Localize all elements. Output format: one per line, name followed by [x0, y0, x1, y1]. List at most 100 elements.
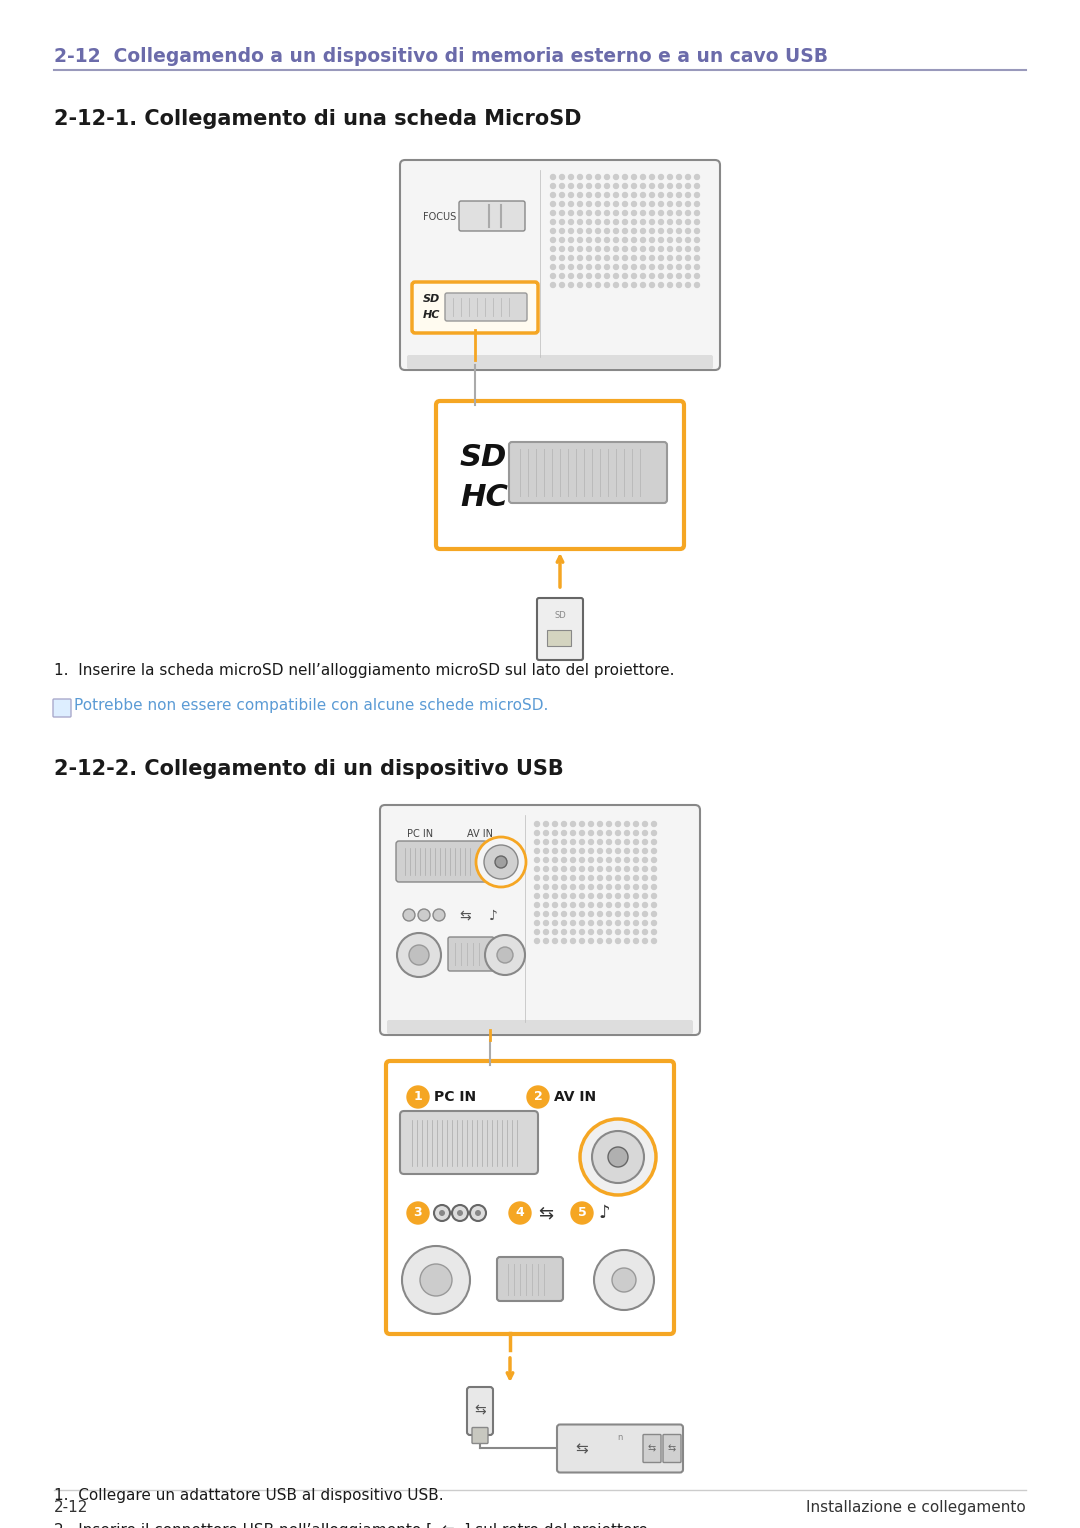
Circle shape — [686, 202, 690, 206]
Circle shape — [616, 822, 621, 827]
Circle shape — [570, 885, 576, 889]
Circle shape — [607, 866, 611, 871]
FancyBboxPatch shape — [557, 1424, 683, 1473]
FancyBboxPatch shape — [467, 1387, 492, 1435]
Circle shape — [578, 211, 582, 215]
Circle shape — [694, 283, 700, 287]
Circle shape — [659, 220, 663, 225]
FancyBboxPatch shape — [380, 805, 700, 1034]
Circle shape — [570, 929, 576, 935]
Circle shape — [559, 237, 565, 243]
Circle shape — [589, 857, 594, 862]
Circle shape — [659, 183, 663, 188]
Circle shape — [622, 220, 627, 225]
Circle shape — [651, 822, 657, 827]
Circle shape — [624, 912, 630, 917]
Circle shape — [667, 174, 673, 179]
Circle shape — [535, 938, 540, 943]
Circle shape — [551, 211, 555, 215]
Text: 2: 2 — [534, 1091, 542, 1103]
Circle shape — [589, 885, 594, 889]
Circle shape — [659, 264, 663, 269]
Circle shape — [562, 903, 567, 908]
Circle shape — [580, 831, 584, 836]
Circle shape — [543, 822, 549, 827]
Circle shape — [580, 839, 584, 845]
Circle shape — [676, 174, 681, 179]
Circle shape — [605, 229, 609, 234]
Circle shape — [589, 920, 594, 926]
Text: ⇆: ⇆ — [474, 1403, 486, 1416]
Circle shape — [570, 938, 576, 943]
Circle shape — [616, 885, 621, 889]
Circle shape — [553, 857, 557, 862]
Circle shape — [624, 885, 630, 889]
Circle shape — [667, 246, 673, 252]
Circle shape — [476, 837, 526, 886]
Circle shape — [622, 237, 627, 243]
Circle shape — [457, 1210, 463, 1216]
Circle shape — [551, 220, 555, 225]
Circle shape — [570, 876, 576, 880]
Circle shape — [559, 211, 565, 215]
Circle shape — [632, 220, 636, 225]
Circle shape — [640, 211, 646, 215]
Circle shape — [568, 283, 573, 287]
Circle shape — [659, 255, 663, 260]
Circle shape — [527, 1086, 549, 1108]
Circle shape — [562, 938, 567, 943]
Circle shape — [597, 885, 603, 889]
Circle shape — [694, 174, 700, 179]
Circle shape — [597, 938, 603, 943]
Circle shape — [616, 848, 621, 854]
Circle shape — [624, 866, 630, 871]
Circle shape — [543, 903, 549, 908]
Circle shape — [535, 866, 540, 871]
Circle shape — [586, 246, 592, 252]
Circle shape — [578, 237, 582, 243]
Circle shape — [667, 255, 673, 260]
Circle shape — [616, 912, 621, 917]
Text: ⇆: ⇆ — [538, 1204, 553, 1222]
Circle shape — [607, 912, 611, 917]
Circle shape — [562, 912, 567, 917]
Circle shape — [535, 822, 540, 827]
Circle shape — [667, 211, 673, 215]
Circle shape — [484, 845, 518, 879]
Circle shape — [595, 283, 600, 287]
Circle shape — [559, 283, 565, 287]
Circle shape — [418, 909, 430, 921]
Circle shape — [613, 211, 619, 215]
Circle shape — [485, 935, 525, 975]
Circle shape — [624, 876, 630, 880]
Circle shape — [676, 183, 681, 188]
Circle shape — [434, 1206, 450, 1221]
Circle shape — [570, 894, 576, 898]
Circle shape — [551, 283, 555, 287]
Circle shape — [559, 220, 565, 225]
Circle shape — [551, 274, 555, 278]
Circle shape — [543, 876, 549, 880]
Circle shape — [634, 848, 638, 854]
Circle shape — [605, 255, 609, 260]
Circle shape — [605, 193, 609, 197]
Circle shape — [562, 866, 567, 871]
Circle shape — [651, 912, 657, 917]
Circle shape — [578, 264, 582, 269]
Circle shape — [613, 174, 619, 179]
Circle shape — [622, 202, 627, 206]
Circle shape — [595, 211, 600, 215]
Circle shape — [643, 876, 648, 880]
Circle shape — [649, 211, 654, 215]
Circle shape — [608, 1148, 627, 1167]
FancyBboxPatch shape — [411, 283, 538, 333]
Circle shape — [632, 255, 636, 260]
Circle shape — [651, 857, 657, 862]
Circle shape — [651, 894, 657, 898]
Circle shape — [686, 211, 690, 215]
Circle shape — [570, 920, 576, 926]
Circle shape — [535, 876, 540, 880]
Circle shape — [613, 237, 619, 243]
Circle shape — [640, 255, 646, 260]
Circle shape — [553, 920, 557, 926]
